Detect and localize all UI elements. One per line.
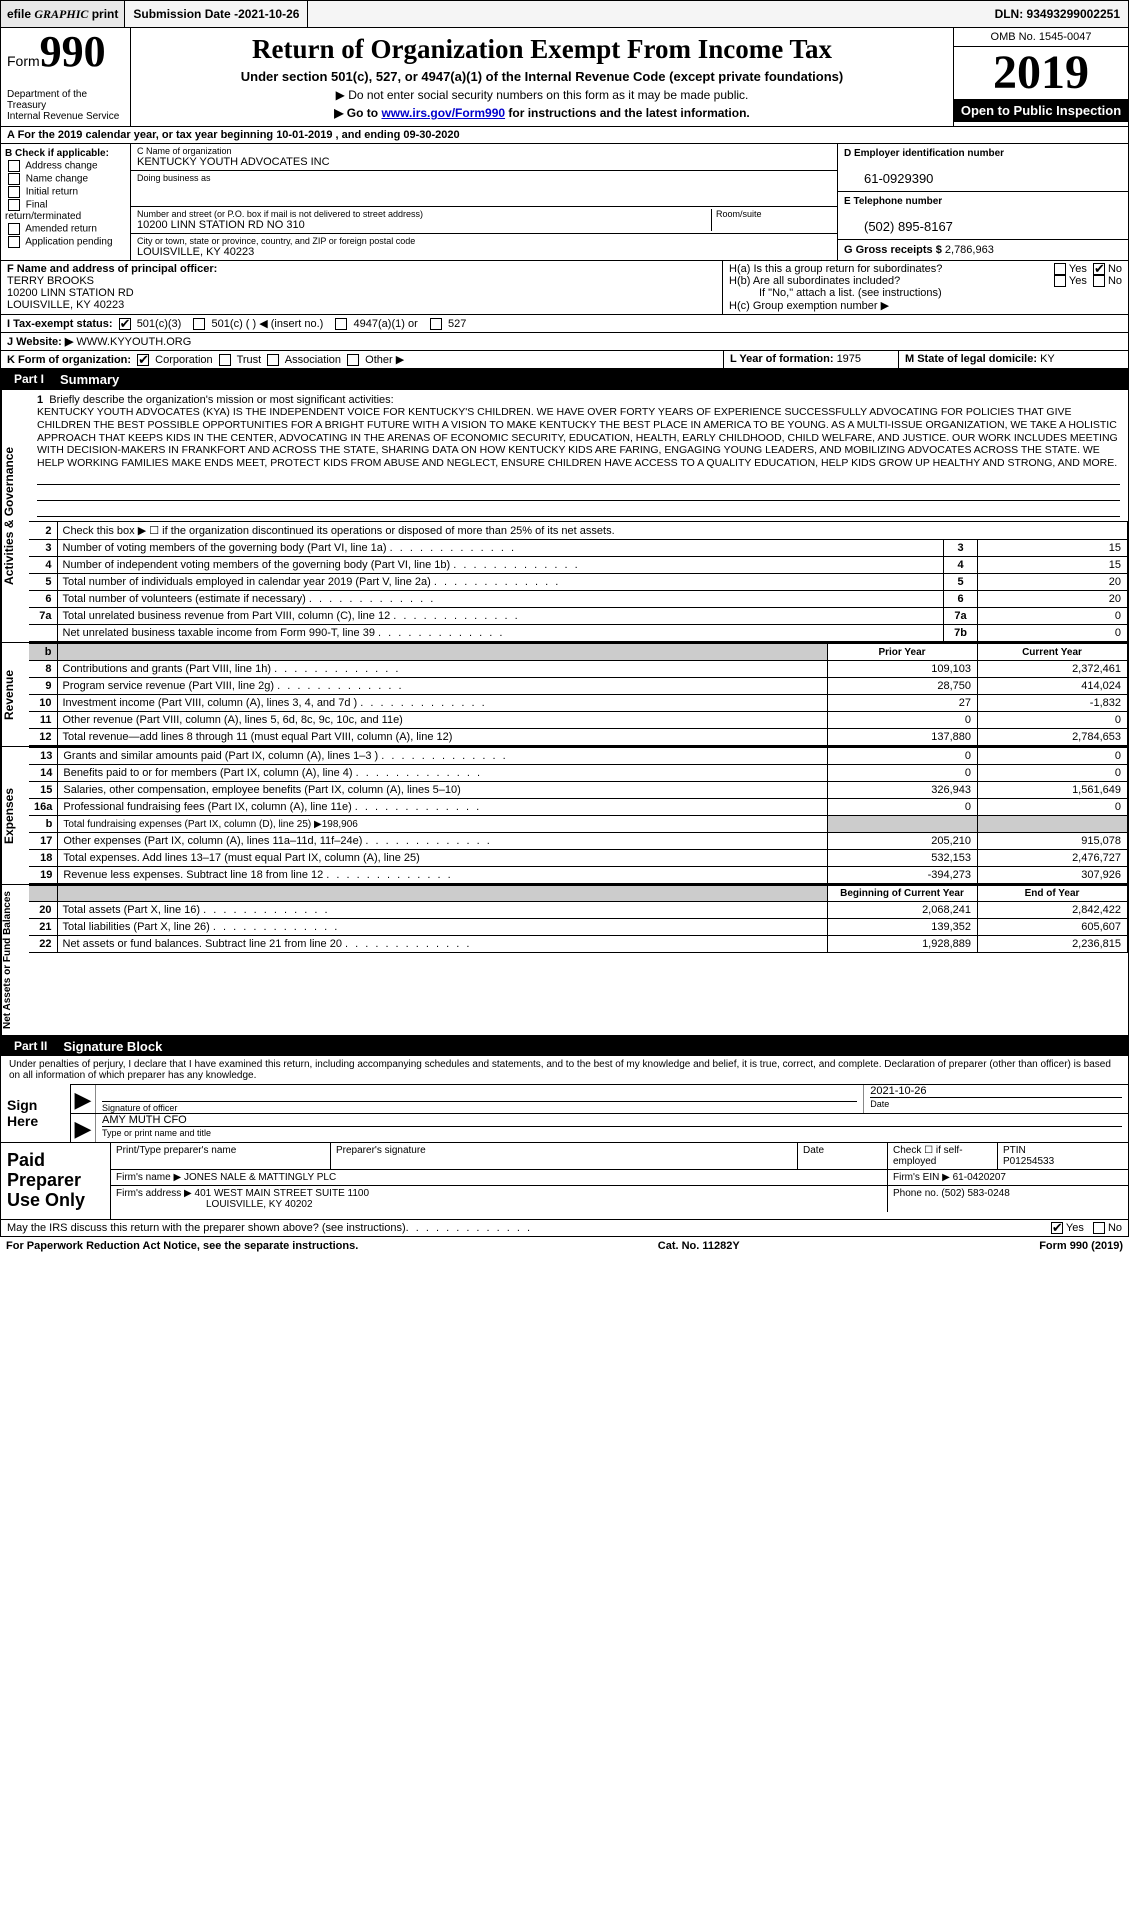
- firm-addr1: 401 WEST MAIN STREET SUITE 1100: [195, 1188, 370, 1199]
- net-assets-side-label: Net Assets or Fund Balances: [1, 885, 29, 1035]
- room-suite-label: Room/suite: [711, 209, 831, 231]
- hc-label: H(c) Group exemption number ▶: [729, 299, 1122, 312]
- ein-label: D Employer identification number: [844, 148, 1122, 159]
- mission-text: KENTUCKY YOUTH ADVOCATES (KYA) IS THE IN…: [37, 406, 1120, 469]
- revenue-section: Revenue bPrior YearCurrent Year 8Contrib…: [0, 643, 1129, 747]
- firm-name: JONES NALE & MATTINGLY PLC: [184, 1172, 336, 1183]
- firm-ein: 61-0420207: [953, 1172, 1006, 1183]
- org-name-label: C Name of organization: [137, 146, 831, 156]
- paid-preparer-block: Paid Preparer Use Only Print/Type prepar…: [0, 1143, 1129, 1219]
- form-title: Return of Organization Exempt From Incom…: [141, 34, 943, 65]
- name-arrow-icon: ▶: [71, 1114, 95, 1142]
- gross-receipts-value: 2,786,963: [945, 244, 994, 256]
- officer-addr2: LOUISVILLE, KY 40223: [7, 299, 124, 311]
- officer-addr1: 10200 LINN STATION RD: [7, 287, 134, 299]
- catalog-number: Cat. No. 11282Y: [658, 1240, 740, 1252]
- form-org-row: K Form of organization: Corporation Trus…: [0, 351, 1129, 369]
- form-number: Form990: [7, 32, 124, 72]
- calendar-year-row: A For the 2019 calendar year, or tax yea…: [0, 127, 1129, 144]
- officer-group-row: F Name and address of principal officer:…: [0, 261, 1129, 315]
- firm-phone: (502) 583-0248: [941, 1188, 1009, 1199]
- hb-label: H(b) Are all subordinates included?: [729, 275, 900, 287]
- street-addr: 10200 LINN STATION RD NO 310: [137, 219, 305, 231]
- treasury-dept-label: Department of the Treasury Internal Reve…: [7, 89, 124, 122]
- submission-date: Submission Date - 2021-10-26: [125, 1, 308, 27]
- telephone-label: E Telephone number: [844, 196, 1122, 207]
- dln-label: DLN: 93493299002251: [987, 7, 1128, 21]
- paid-preparer-label: Paid Preparer Use Only: [1, 1143, 111, 1218]
- signature-arrow-icon: ▶: [71, 1085, 95, 1113]
- governance-table: 2 Check this box ▶ ☐ if the organization…: [29, 521, 1128, 642]
- officer-label: F Name and address of principal officer:: [7, 263, 217, 275]
- activities-governance-section: Activities & Governance 1 Briefly descri…: [0, 389, 1129, 643]
- website-row: J Website: ▶ WWW.KYYOUTH.ORG: [0, 333, 1129, 351]
- part-2-header: Part II Signature Block: [0, 1036, 1129, 1056]
- hb-note: If "No," attach a list. (see instruction…: [729, 287, 1122, 299]
- penalty-statement: Under penalties of perjury, I declare th…: [1, 1056, 1128, 1084]
- city-label: City or town, state or province, country…: [137, 236, 831, 246]
- part-1-header: Part I Summary: [0, 369, 1129, 389]
- firm-addr2: LOUISVILLE, KY 40202: [116, 1199, 313, 1210]
- discuss-row: May the IRS discuss this return with the…: [0, 1220, 1129, 1237]
- paperwork-notice: For Paperwork Reduction Act Notice, see …: [6, 1240, 358, 1252]
- ssn-warning: ▶ Do not enter social security numbers o…: [141, 88, 943, 102]
- website-value: WWW.KYYOUTH.ORG: [73, 336, 191, 348]
- telephone-value: (502) 895-8167: [844, 219, 953, 234]
- mission-label: Briefly describe the organization's miss…: [49, 394, 393, 406]
- ptin-value: P01254533: [1003, 1156, 1054, 1167]
- dba-label: Doing business as: [137, 173, 831, 183]
- entity-block: B Check if applicable: Address change Na…: [0, 144, 1129, 261]
- org-name: KENTUCKY YOUTH ADVOCATES INC: [137, 156, 330, 168]
- check-applicable-col: B Check if applicable: Address change Na…: [1, 144, 131, 260]
- gross-receipts-label: G Gross receipts $: [844, 244, 945, 256]
- expenses-side-label: Expenses: [1, 747, 29, 884]
- ein-value: 61-0929390: [844, 171, 933, 186]
- officer-name: TERRY BROOKS: [7, 275, 94, 287]
- signature-of-officer-label: Signature of officer: [102, 1101, 857, 1113]
- omb-number: OMB No. 1545-0047: [954, 28, 1128, 47]
- form-subtitle: Under section 501(c), 527, or 4947(a)(1)…: [141, 69, 943, 84]
- date-label: Date: [870, 1097, 1122, 1109]
- form-id-footer: Form 990 (2019): [1039, 1240, 1123, 1252]
- sign-here-label: Sign Here: [1, 1084, 71, 1142]
- tax-year: 2019: [954, 47, 1128, 99]
- footer-row: For Paperwork Reduction Act Notice, see …: [0, 1237, 1129, 1255]
- officer-name-title: AMY MUTH CFO: [102, 1114, 1122, 1126]
- top-bar: efile GRAPHIC print Submission Date - 20…: [0, 0, 1129, 28]
- name-title-label: Type or print name and title: [102, 1126, 1122, 1138]
- activities-governance-side-label: Activities & Governance: [1, 390, 29, 642]
- net-assets-section: Net Assets or Fund Balances Beginning of…: [0, 885, 1129, 1036]
- revenue-side-label: Revenue: [1, 643, 29, 746]
- street-addr-label: Number and street (or P.O. box if mail i…: [137, 209, 711, 219]
- city-state-zip: LOUISVILLE, KY 40223: [137, 246, 254, 258]
- signature-block: Under penalties of perjury, I declare th…: [0, 1056, 1129, 1143]
- signature-date-value: 2021-10-26: [870, 1085, 1122, 1097]
- public-inspection-badge: Open to Public Inspection: [954, 99, 1128, 122]
- form990-link[interactable]: www.irs.gov/Form990: [381, 106, 505, 120]
- instructions-link-row: ▶ Go to www.irs.gov/Form990 for instruct…: [141, 106, 943, 120]
- form-header: Form990 Department of the Treasury Inter…: [0, 28, 1129, 127]
- efile-print-label[interactable]: efile GRAPHIC print: [1, 1, 125, 27]
- expenses-section: Expenses 13Grants and similar amounts pa…: [0, 747, 1129, 885]
- tax-exempt-row: I Tax-exempt status: 501(c)(3) 501(c) ( …: [0, 315, 1129, 333]
- ha-label: H(a) Is this a group return for subordin…: [729, 263, 942, 275]
